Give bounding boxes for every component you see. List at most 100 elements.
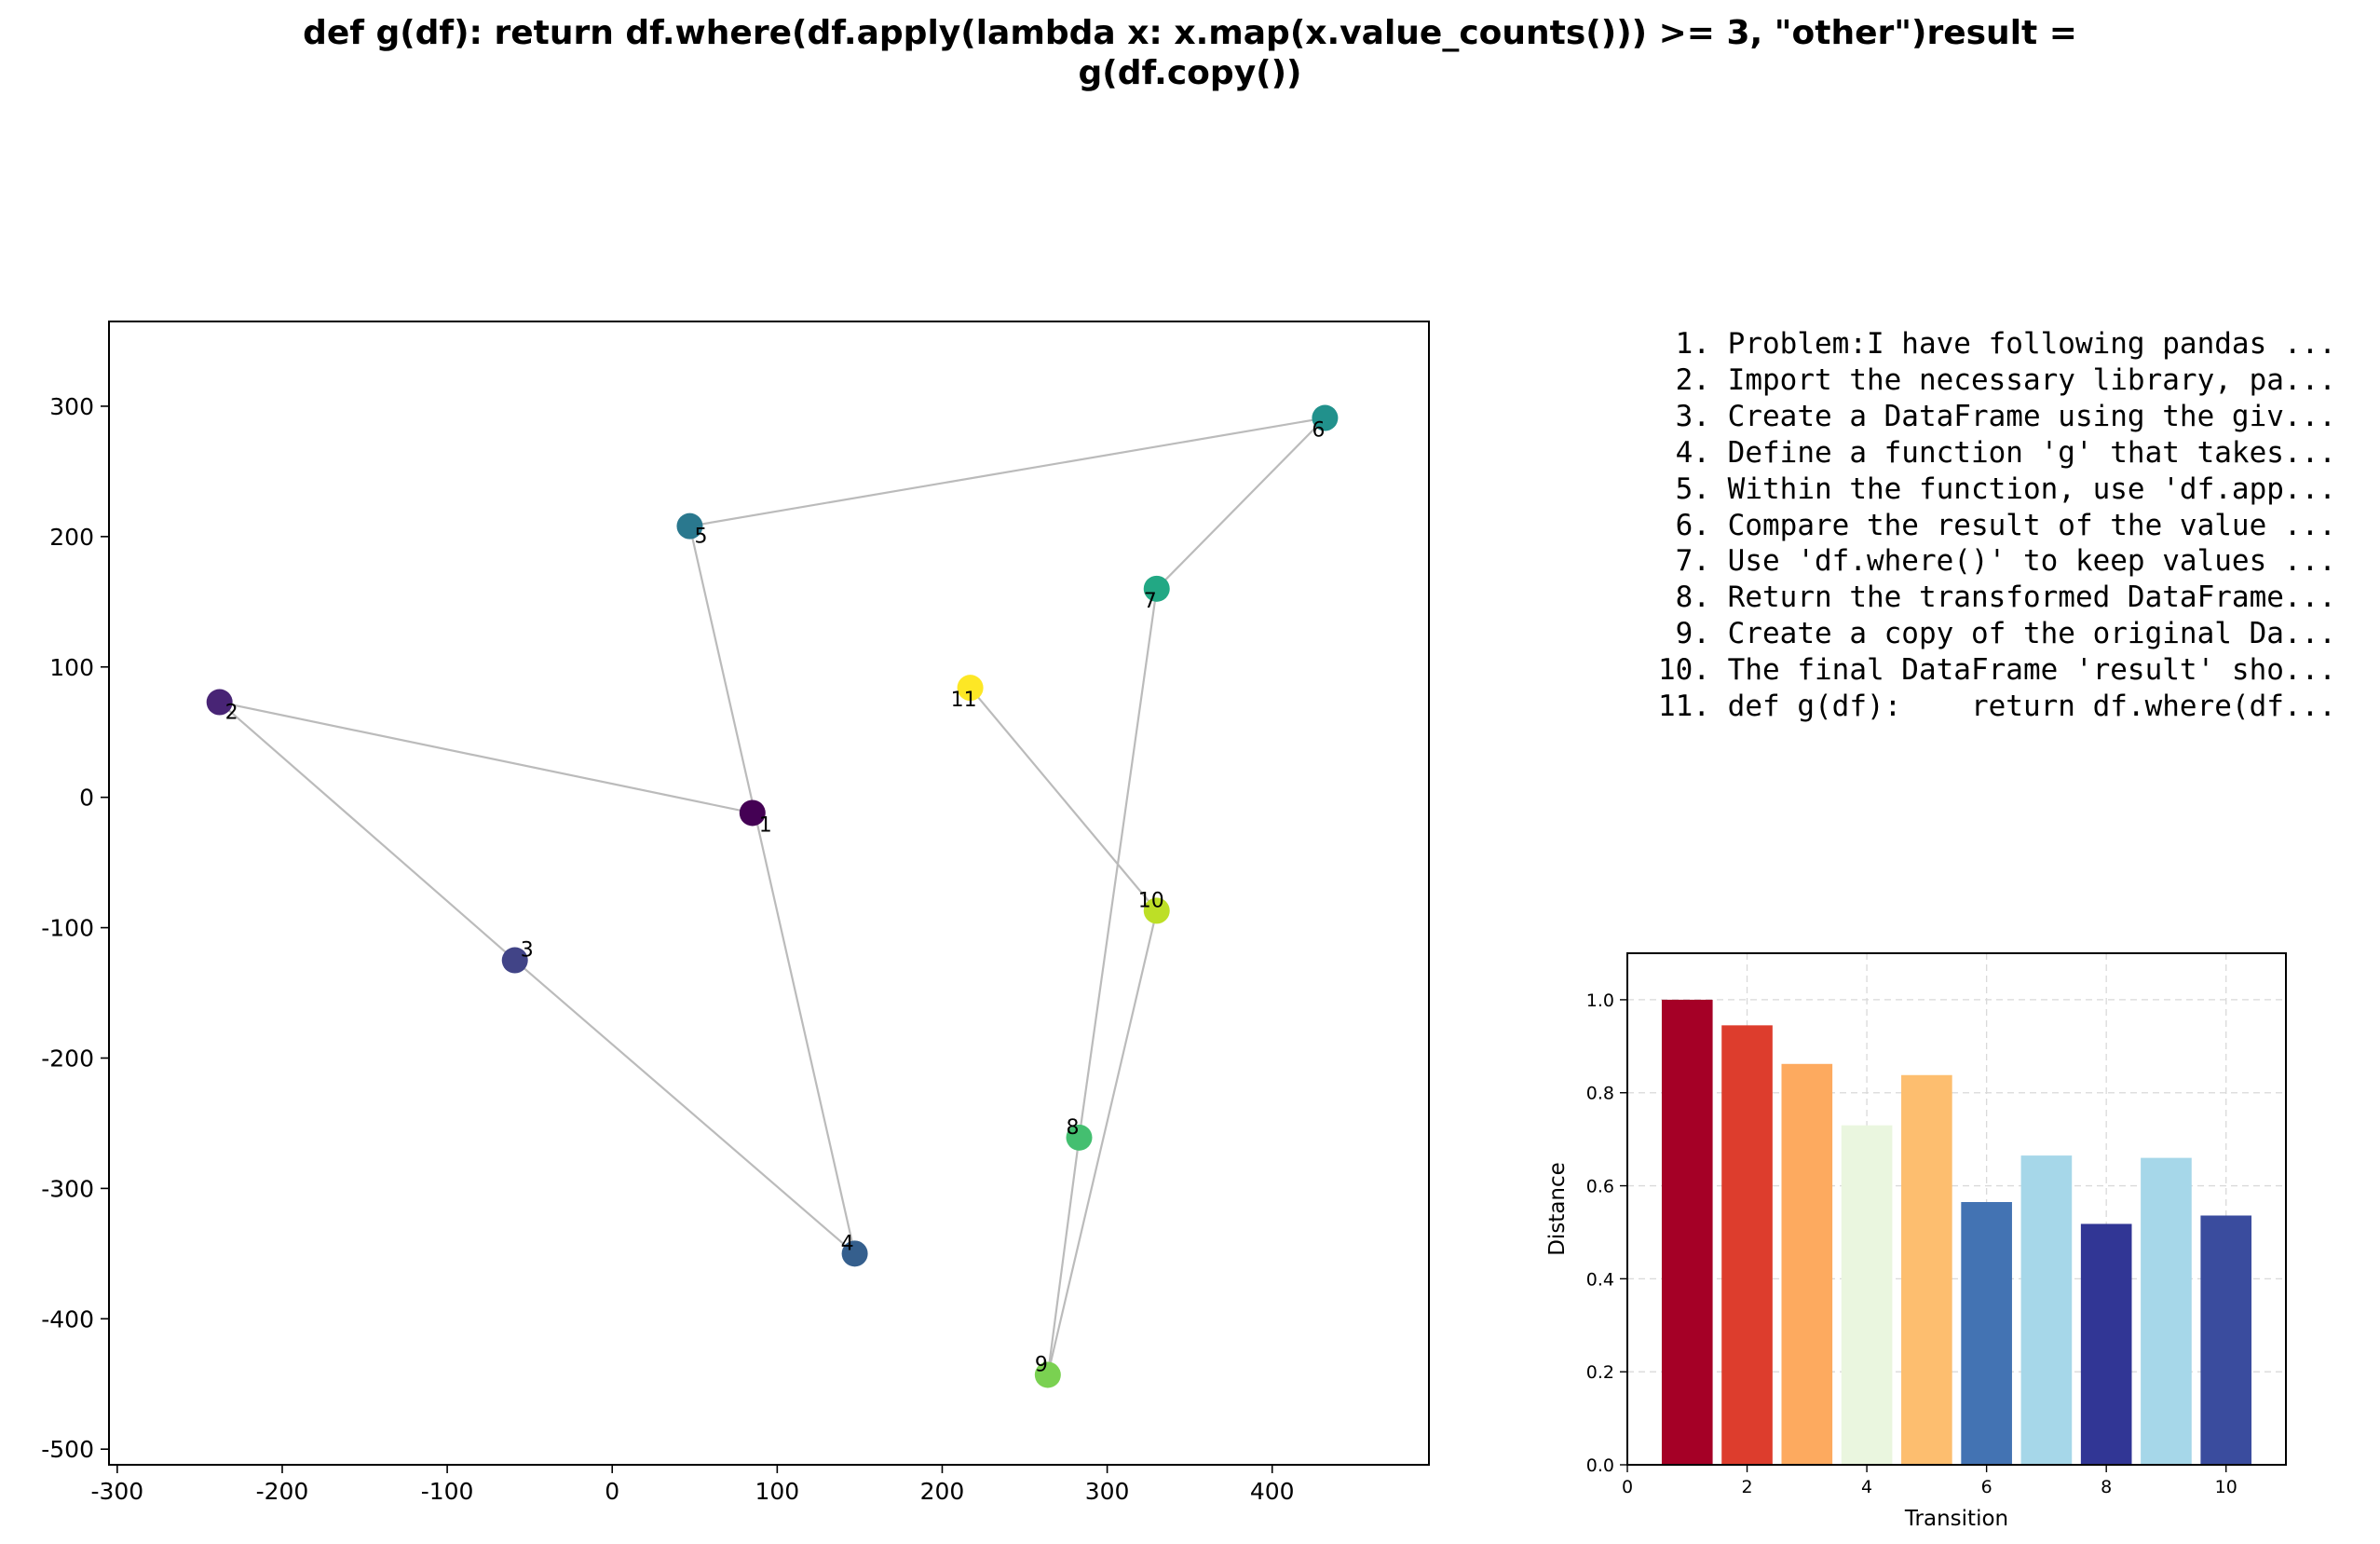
point-label: 9: [1035, 1353, 1048, 1376]
step-text: def g(df): return df.where(df...: [1727, 690, 2336, 724]
step-number: 2.: [1675, 362, 1710, 397]
x-tick-label: -100: [421, 1478, 474, 1505]
point-label: 2: [225, 702, 238, 725]
y-tick-label: -500: [41, 1436, 94, 1463]
scatter-point: [676, 512, 703, 540]
scatter-point: [739, 799, 766, 827]
x-tick-label: 200: [920, 1478, 965, 1505]
step-number: 4.: [1675, 435, 1710, 470]
scatter-point: [1034, 1361, 1061, 1388]
x-tick-label: 0: [1622, 1477, 1633, 1497]
y-axis-label: Distance: [1545, 1162, 1570, 1256]
x-tick-label: 400: [1250, 1478, 1295, 1505]
step-item: 5. Within the function, use 'df.app...: [1621, 471, 2336, 508]
bar: [2080, 1223, 2132, 1465]
path-segment: [688, 526, 856, 1254]
bar-axes-frame: [1626, 952, 2287, 1466]
point-label: 3: [521, 939, 534, 963]
step-item: 6. Compare the result of the value ...: [1621, 508, 2336, 544]
y-tick-label: 0.0: [1586, 1455, 1614, 1476]
y-tick-label: 0.4: [1586, 1269, 1614, 1290]
scatter-point: [1312, 404, 1339, 431]
point-label: 5: [694, 526, 707, 549]
step-number: 8.: [1675, 581, 1710, 615]
step-item: 11. def g(df): return df.where(df...: [1621, 689, 2336, 725]
point-label: 10: [1138, 889, 1164, 912]
scatter-panel: 1 2 3 4 5 6 7 8 9 10 11 -300 -200 -100 0 100 200 300 400 30…: [41, 321, 1430, 1505]
step-item: 10. The final DataFrame 'result' sho...: [1621, 652, 2336, 689]
point-label: 11: [951, 689, 977, 712]
scatter-point: [841, 1240, 868, 1267]
y-tick-label: 0.2: [1586, 1362, 1614, 1383]
scatter-axes-frame: [108, 321, 1430, 1466]
step-text: The final DataFrame 'result' sho...: [1727, 653, 2336, 688]
step-number: 1.: [1675, 327, 1710, 361]
x-axis-label: Transition: [1904, 1507, 2008, 1531]
path-segment: [1155, 417, 1326, 590]
step-text: Return the transformed DataFrame...: [1727, 581, 2336, 615]
scatter-point: [1066, 1124, 1093, 1151]
step-text: Use 'df.where()' to keep values ...: [1727, 544, 2336, 579]
bar: [2200, 1215, 2252, 1465]
path-segment: [514, 959, 856, 1255]
y-tick-label: -100: [41, 915, 94, 942]
path-segment: [689, 417, 1326, 527]
step-text: Compare the result of the value ...: [1727, 508, 2336, 542]
step-text: Problem:I have following pandas ...: [1727, 327, 2336, 361]
step-number: 11.: [1658, 690, 1710, 724]
step-item: 8. Return the transformed DataFrame...: [1621, 580, 2336, 616]
bar: [1721, 1025, 1773, 1465]
step-number: 10.: [1658, 653, 1710, 688]
step-text: Create a DataFrame using the giv...: [1727, 399, 2336, 433]
step-number: 6.: [1675, 508, 1710, 542]
x-tick-label: 4: [1861, 1477, 1872, 1497]
step-number: 5.: [1675, 471, 1710, 506]
steps-list: 1. Problem:I have following pandas ... 2.…: [1621, 326, 2336, 725]
bar: [1841, 1125, 1893, 1465]
scatter-point: [1143, 897, 1170, 924]
point-label: 1: [759, 813, 772, 837]
bar: [1661, 999, 1713, 1465]
y-tick-label: 1.0: [1586, 991, 1614, 1011]
x-tick-label: 6: [1981, 1477, 1992, 1497]
x-tick-label: 10: [2215, 1477, 2237, 1497]
y-tick-label: 300: [49, 393, 94, 420]
step-item: 9. Create a copy of the original Da...: [1621, 616, 2336, 652]
path-segment: [1046, 1137, 1081, 1375]
x-tick-label: -200: [256, 1478, 309, 1505]
x-tick-label: 0: [605, 1478, 619, 1505]
bar-panel: 0 2 4 6 8 10 0.0 0.2 0.4 0.6 0.8 1.0 Transition Dista…: [1545, 952, 2287, 1531]
x-tick-label: -300: [90, 1478, 143, 1505]
scatter-point: [1143, 575, 1170, 602]
y-tick-label: 0.8: [1586, 1084, 1614, 1104]
point-label: 6: [1312, 419, 1325, 443]
title-line-2: g(df.copy()): [1078, 54, 1302, 93]
path-segment: [1046, 910, 1158, 1375]
y-tick-label: -300: [41, 1175, 94, 1202]
step-item: 2. Import the necessary library, pa...: [1621, 362, 2336, 399]
scatter-point: [957, 675, 984, 702]
step-item: 1. Problem:I have following pandas ...: [1621, 326, 2336, 362]
scatter-point: [206, 689, 233, 716]
y-tick-label: 200: [49, 524, 94, 551]
point-label: 8: [1066, 1116, 1079, 1140]
x-tick-label: 2: [1741, 1477, 1752, 1497]
path-segment: [969, 687, 1158, 912]
bar: [1781, 1063, 1833, 1465]
step-number: 3.: [1675, 399, 1710, 433]
point-label: 7: [1144, 590, 1157, 613]
step-text: Within the function, use 'df.app...: [1727, 471, 2336, 506]
step-item: 7. Use 'df.where()' to keep values ...: [1621, 543, 2336, 580]
step-text: Import the necessary library, pa...: [1727, 362, 2336, 397]
path-segment: [218, 701, 516, 962]
y-tick-label: -400: [41, 1305, 94, 1332]
y-tick-label: 100: [49, 654, 94, 681]
point-label: 4: [841, 1232, 854, 1255]
step-number: 9.: [1675, 617, 1710, 651]
title-line-1: def g(df): return df.where(df.apply(lamb…: [303, 14, 2077, 52]
x-tick-label: 100: [755, 1478, 799, 1505]
x-tick-label: 8: [2101, 1477, 2112, 1497]
bar: [2141, 1157, 2192, 1465]
step-text: Define a function 'g' that takes...: [1727, 435, 2336, 470]
